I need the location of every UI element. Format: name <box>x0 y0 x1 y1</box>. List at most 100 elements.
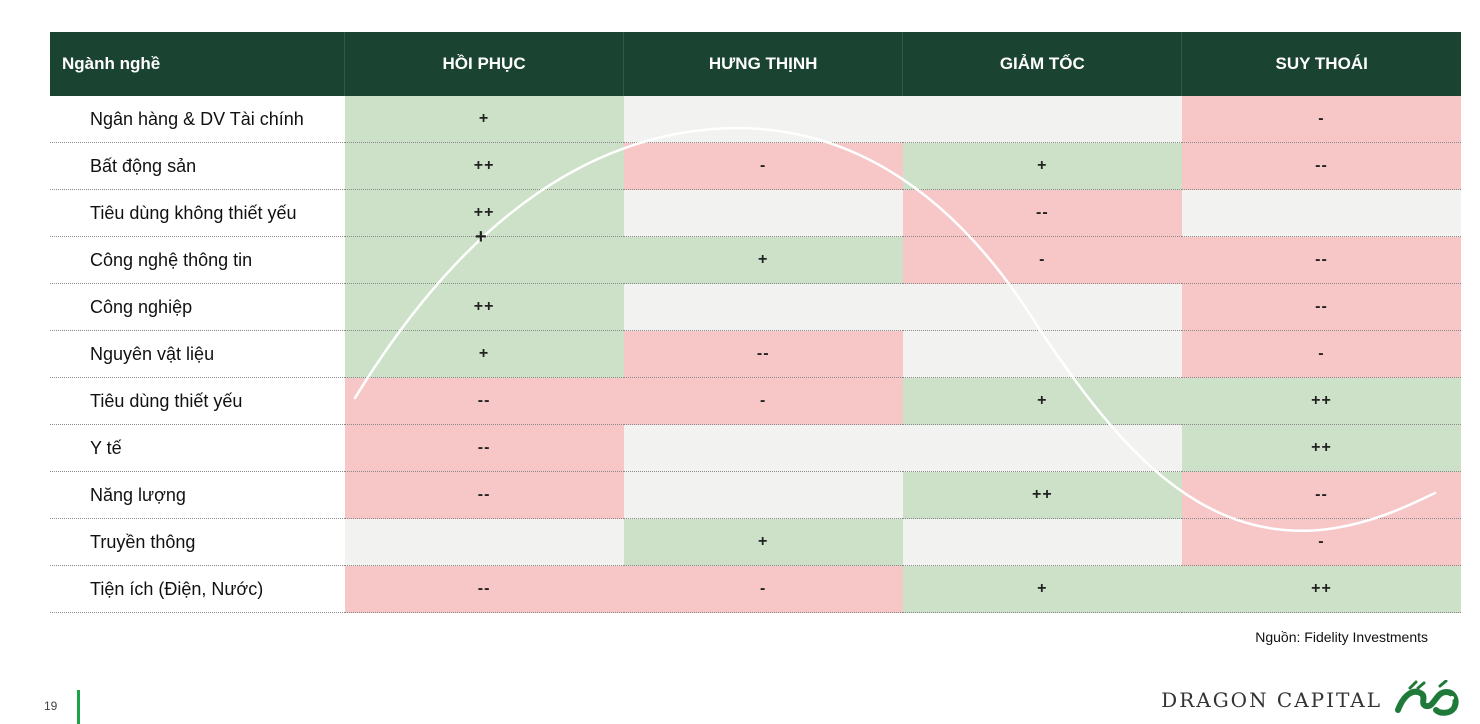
rating-cell: + <box>623 236 903 284</box>
rating-value: ++ <box>473 204 495 221</box>
header-phase-recession: SUY THOÁI <box>1181 32 1461 96</box>
rating-cell <box>902 283 1182 331</box>
rating-value: - <box>1318 110 1325 127</box>
rating-value: + <box>1037 580 1048 597</box>
table-row: Tiêu dùng thiết yếu -- - + ++ <box>50 377 1461 425</box>
rating-cell <box>902 424 1182 472</box>
rating-cell <box>623 189 903 237</box>
rating-cell: + <box>623 518 903 566</box>
rating-value: - <box>1318 533 1325 550</box>
table-row: Công nghiệp ++ -- <box>50 283 1461 331</box>
rating-value: - <box>1039 251 1046 268</box>
rating-value: -- <box>477 439 491 456</box>
header-phase-recovery: HỒI PHỤC <box>344 32 625 96</box>
table-body: Ngân hàng & DV Tài chính + - Bất động sản ++… <box>50 96 1461 613</box>
footer-brand: DRAGON CAPITAL <box>1161 680 1462 720</box>
brand-name: DRAGON CAPITAL <box>1161 688 1382 712</box>
rating-cell <box>902 518 1182 566</box>
header-sector: Ngành nghề <box>50 32 345 96</box>
rating-value: -- <box>1315 486 1328 503</box>
rating-value: -- <box>1315 157 1328 174</box>
source-note: Nguồn: Fidelity Investments <box>1255 629 1428 645</box>
dragon-logo-icon <box>1395 680 1459 716</box>
sector-name: Tiện ích (Điện, Nước) <box>50 565 345 613</box>
rating-cell: ++ <box>1181 565 1461 613</box>
rating-cell: -- <box>1181 283 1461 331</box>
rating-cell: -- <box>902 189 1182 237</box>
rating-cell: + <box>344 330 624 378</box>
rating-cell: -- <box>623 330 903 378</box>
sector-name: Ngân hàng & DV Tài chính <box>50 96 345 143</box>
rating-cell <box>623 96 903 143</box>
table-row: Tiêu dùng không thiết yếu ++ -- <box>50 189 1461 237</box>
rating-cell: ++ <box>902 471 1182 519</box>
rating-cell: -- <box>1181 142 1461 190</box>
rating-cell: - <box>623 377 903 425</box>
rating-cell: -- <box>1181 471 1461 519</box>
sector-name: Công nghệ thông tin <box>50 236 345 284</box>
sector-name: Năng lượng <box>50 471 345 519</box>
rating-cell: ++ <box>344 283 624 331</box>
sector-name: Bất động sản <box>50 142 345 190</box>
rating-value: ++ <box>473 298 495 315</box>
header-phase-expansion: HƯNG THỊNH <box>623 32 904 96</box>
rating-cell: + <box>902 377 1182 425</box>
header-phase-slowdown: GIẢM TỐC <box>902 32 1183 96</box>
rating-value: - <box>1318 345 1325 362</box>
page-number: 19 <box>44 699 58 713</box>
rating-cell: ++ <box>1181 377 1461 425</box>
sector-cycle-table: Ngành nghề HỒI PHỤC HƯNG THỊNH GIẢM TỐC … <box>50 32 1461 613</box>
rating-value: -- <box>477 486 491 503</box>
rating-value: -- <box>477 392 491 409</box>
rating-cell: - <box>623 565 903 613</box>
rating-cell <box>623 283 903 331</box>
rating-value: -- <box>1315 251 1328 268</box>
table-row: Bất động sản ++ - + -- <box>50 142 1461 190</box>
sector-name: Công nghiệp <box>50 283 345 331</box>
rating-cell: - <box>623 142 903 190</box>
rating-value: - <box>760 580 767 597</box>
rating-cell: + <box>344 96 624 143</box>
table-row: Truyền thông + - <box>50 518 1461 566</box>
page-divider <box>77 690 80 724</box>
table-row: Tiện ích (Điện, Nước) -- - + ++ <box>50 565 1461 613</box>
rating-value: ++ <box>473 157 495 174</box>
rating-cell: ++ <box>1181 424 1461 472</box>
rating-value: ++ <box>1031 486 1053 503</box>
rating-cell <box>344 518 624 566</box>
rating-value: - <box>760 392 767 409</box>
rating-value: - <box>760 157 767 174</box>
rating-cell: -- <box>344 471 624 519</box>
sector-name: Tiêu dùng không thiết yếu <box>50 189 345 237</box>
rating-cell: + <box>902 565 1182 613</box>
rating-cell: - <box>1181 518 1461 566</box>
rating-cell <box>623 424 903 472</box>
rating-value: + <box>478 345 490 362</box>
rating-value: -- <box>1315 298 1328 315</box>
sector-name: Y tế <box>50 424 345 472</box>
table-row: Y tế -- ++ <box>50 424 1461 472</box>
rating-value: ++ <box>1311 439 1332 456</box>
rating-cell <box>902 330 1182 378</box>
table-header-row: Ngành nghề HỒI PHỤC HƯNG THỊNH GIẢM TỐC … <box>50 32 1461 96</box>
table-row: Công nghệ thông tin + - -- <box>50 236 1461 284</box>
rating-cell: -- <box>344 377 624 425</box>
rating-cell: -- <box>344 424 624 472</box>
sector-name: Nguyên vật liệu <box>50 330 345 378</box>
rating-cell: - <box>1181 96 1461 143</box>
rating-cell <box>623 471 903 519</box>
rating-cell: - <box>902 236 1182 284</box>
rating-value: + <box>1037 157 1048 174</box>
stray-rating-mark: + <box>475 226 487 248</box>
rating-value: -- <box>756 345 770 362</box>
rating-value: ++ <box>1311 392 1332 409</box>
rating-cell: - <box>1181 330 1461 378</box>
rating-cell <box>902 96 1182 143</box>
table-row: Ngân hàng & DV Tài chính + - <box>50 96 1461 143</box>
rating-cell: -- <box>1181 236 1461 284</box>
table-row: Năng lượng -- ++ -- <box>50 471 1461 519</box>
rating-value: + <box>478 110 490 127</box>
rating-value: -- <box>1035 204 1049 221</box>
rating-value: + <box>1037 392 1048 409</box>
rating-value: + <box>758 251 769 268</box>
